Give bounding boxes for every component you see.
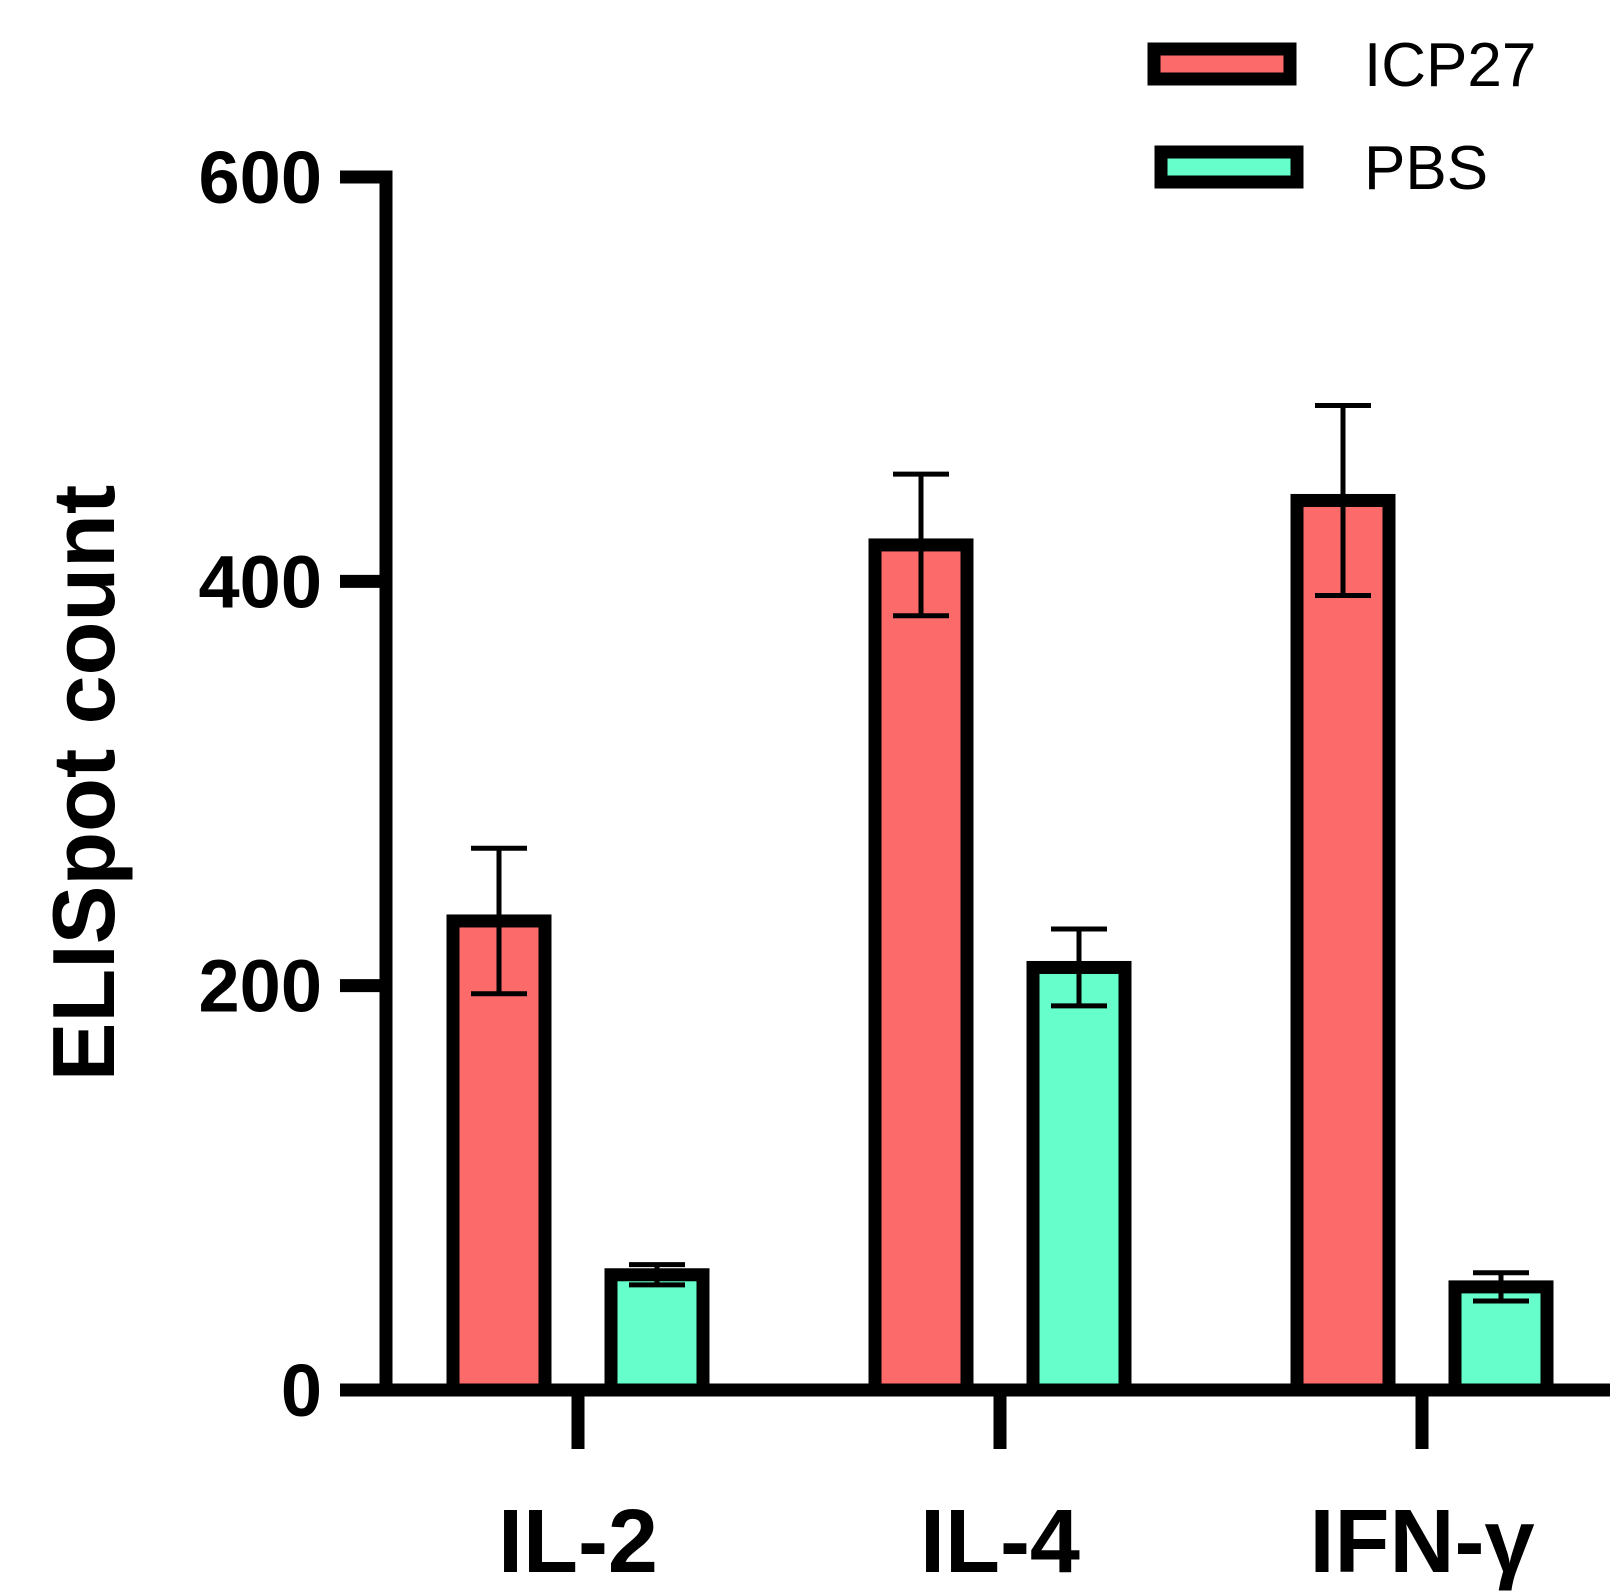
y-tick-label-0: 0 <box>281 1349 322 1432</box>
y-axis-title: ELISpot count <box>34 485 133 1081</box>
x-category-label: IL-4 <box>920 1492 1080 1592</box>
y-tick-label-400: 400 <box>199 540 322 623</box>
error-bar-icp27-il-4 <box>893 471 949 619</box>
y-tick-label-200: 200 <box>199 945 322 1028</box>
error-bar-icp27-ifn-γ <box>1315 402 1371 598</box>
legend-item-icp27: ICP27 <box>1147 31 1536 100</box>
legend-item-pbs: PBS <box>1154 134 1488 203</box>
error-bar-pbs-il-2 <box>629 1262 685 1288</box>
y-tick-label-600: 600 <box>199 136 322 219</box>
x-category-label: IL-2 <box>498 1492 658 1592</box>
bar-pbs-il-2 <box>604 1268 710 1397</box>
error-bar-pbs-ifn-γ <box>1473 1270 1529 1304</box>
x-category-label: IFN-γ <box>1310 1492 1535 1592</box>
error-bar-pbs-il-4 <box>1051 926 1107 1009</box>
bar-pbs-il-4 <box>1026 960 1132 1397</box>
error-bar-icp27-il-2 <box>471 845 527 997</box>
legend-swatch <box>1154 145 1304 189</box>
legend-label: PBS <box>1364 134 1488 203</box>
legend-swatch <box>1147 42 1297 86</box>
legend-label: ICP27 <box>1364 31 1536 100</box>
bar-icp27-il-4 <box>868 538 974 1397</box>
bar-icp27-ifn-γ <box>1290 493 1396 1397</box>
